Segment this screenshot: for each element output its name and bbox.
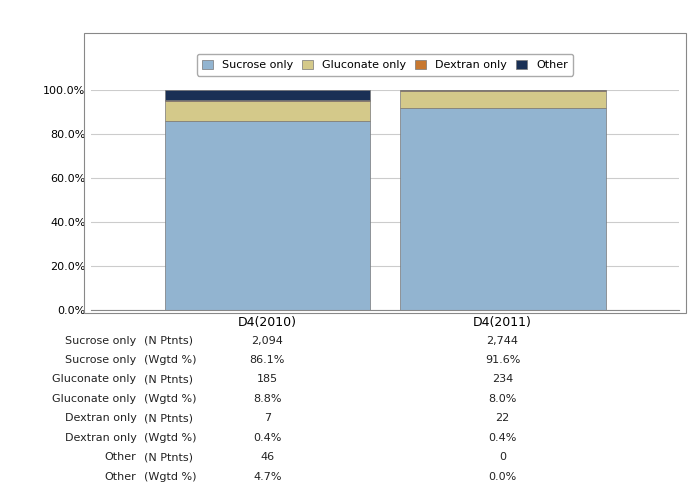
- Text: (N Ptnts): (N Ptnts): [144, 414, 193, 424]
- Bar: [164, 90, 370, 101]
- Text: 8.0%: 8.0%: [489, 394, 517, 404]
- Bar: [164, 120, 370, 310]
- Text: (N Ptnts): (N Ptnts): [144, 374, 193, 384]
- Bar: [164, 101, 370, 120]
- Text: 91.6%: 91.6%: [485, 355, 520, 365]
- Text: 8.8%: 8.8%: [253, 394, 281, 404]
- Text: 0.4%: 0.4%: [253, 432, 281, 442]
- Text: Sucrose only: Sucrose only: [65, 355, 136, 365]
- Text: (N Ptnts): (N Ptnts): [144, 336, 193, 345]
- Text: 234: 234: [492, 374, 513, 384]
- Text: 185: 185: [257, 374, 278, 384]
- Bar: [400, 90, 606, 91]
- Text: 0.4%: 0.4%: [489, 432, 517, 442]
- Text: (Wgtd %): (Wgtd %): [144, 394, 196, 404]
- Text: (N Ptnts): (N Ptnts): [144, 452, 193, 462]
- Text: 2,094: 2,094: [251, 336, 284, 345]
- Text: Other: Other: [105, 452, 136, 462]
- Text: (Wgtd %): (Wgtd %): [144, 355, 196, 365]
- Text: 4.7%: 4.7%: [253, 472, 281, 482]
- Bar: [400, 91, 606, 108]
- Text: 0: 0: [499, 452, 506, 462]
- Bar: [164, 100, 370, 101]
- Text: 2,744: 2,744: [486, 336, 519, 345]
- Text: 0.0%: 0.0%: [489, 472, 517, 482]
- Text: Other: Other: [105, 472, 136, 482]
- Text: 46: 46: [260, 452, 274, 462]
- Text: Gluconate only: Gluconate only: [52, 374, 136, 384]
- Text: 22: 22: [496, 414, 510, 424]
- Text: Sucrose only: Sucrose only: [65, 336, 136, 345]
- Text: Dextran only: Dextran only: [64, 414, 136, 424]
- Text: 86.1%: 86.1%: [250, 355, 285, 365]
- Legend: Sucrose only, Gluconate only, Dextran only, Other: Sucrose only, Gluconate only, Dextran on…: [197, 54, 573, 76]
- Text: (Wgtd %): (Wgtd %): [144, 432, 196, 442]
- Text: (Wgtd %): (Wgtd %): [144, 472, 196, 482]
- Text: Dextran only: Dextran only: [64, 432, 136, 442]
- Text: 7: 7: [264, 414, 271, 424]
- Text: Gluconate only: Gluconate only: [52, 394, 136, 404]
- Bar: [400, 108, 606, 310]
